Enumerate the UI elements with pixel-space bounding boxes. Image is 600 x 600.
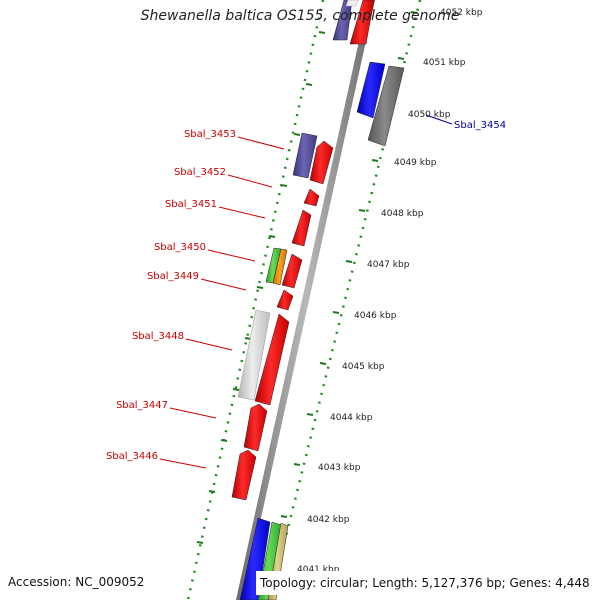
kbp-4042: 4042 kbp (307, 515, 350, 525)
kbp-4050: 4050 kbp (408, 110, 451, 120)
gene-sbal-3449b[interactable] (276, 289, 294, 311)
gene-label-sbal-3449[interactable]: Sbal_3449 (147, 271, 199, 282)
major-tick (256, 286, 264, 289)
gene-label-sbal-3454[interactable]: Sbal_3454 (454, 120, 506, 131)
leader-sbal-3446 (159, 458, 207, 469)
kbp-4044: 4044 kbp (330, 413, 373, 423)
gene-sbal-3451[interactable] (303, 188, 320, 207)
kbp-4052: 4052 kbp (440, 8, 483, 18)
major-tick (319, 362, 327, 365)
leader-sbal-3449 (200, 278, 247, 291)
major-tick (293, 463, 301, 466)
major-tick (358, 209, 366, 212)
major-tick (220, 439, 228, 442)
kbp-4048: 4048 kbp (381, 209, 424, 219)
gene-sbal-3450-red[interactable] (291, 209, 312, 247)
gene-sbal-3452[interactable] (309, 140, 334, 185)
kbp-4051: 4051 kbp (423, 58, 466, 68)
gene-label-sbal-3450[interactable]: Sbal_3450 (154, 242, 206, 253)
map-title: Shewanella baltica OS155, complete genom… (140, 8, 460, 24)
major-tick (280, 184, 288, 187)
gene-label-sbal-3452[interactable]: Sbal_3452 (174, 167, 226, 178)
major-tick (332, 311, 340, 314)
major-tick (268, 235, 276, 238)
gene-label-sbal-3447[interactable]: Sbal_3447 (116, 400, 168, 411)
kbp-4046: 4046 kbp (354, 311, 397, 321)
gene-sbal-3448-red[interactable] (254, 313, 290, 406)
genome-backbone (236, 0, 375, 600)
gene-sbal-3449[interactable] (281, 253, 303, 289)
kbp-4041: 4041 kbp (297, 565, 340, 575)
gene-label-sbal-3448[interactable]: Sbal_3448 (132, 331, 184, 342)
major-tick (280, 515, 288, 518)
gene-labels: Sbal_3454 Sbal_3453 Sbal_3452 Sbal_3451 … (106, 120, 506, 462)
major-tick (305, 83, 313, 86)
gene-blue-bottom[interactable] (239, 517, 271, 600)
genome-summary: Topology: circular; Length: 5,127,376 bp… (256, 571, 594, 595)
major-tick (371, 159, 379, 162)
gene-sbal-3454[interactable] (367, 65, 405, 147)
forward-leader-lines (159, 136, 285, 469)
gene-label-sbal-3453[interactable]: Sbal_3453 (184, 129, 236, 140)
major-tick (306, 413, 314, 416)
major-tick (196, 541, 204, 544)
gene-sbal-3446[interactable] (231, 449, 257, 501)
leader-sbal-3454 (425, 114, 453, 125)
major-tick (397, 57, 405, 60)
gene-sbal-3455[interactable] (332, 0, 353, 41)
gene-label-sbal-3446[interactable]: Sbal_3446 (106, 451, 158, 462)
kbp-4047: 4047 kbp (367, 260, 410, 270)
leader-sbal-3451 (218, 206, 266, 219)
major-tick (208, 490, 216, 493)
accession-label: Accession: NC_009052 (8, 575, 145, 589)
gene-sbal-3450-orange[interactable] (272, 248, 288, 286)
major-ticks (196, 11, 418, 544)
inner-tick-track (186, 0, 325, 600)
gene-sbal-3456[interactable] (349, 0, 375, 45)
gene-label-sbal-3451[interactable]: Sbal_3451 (165, 199, 217, 210)
gene-sbal-3448[interactable] (237, 309, 271, 401)
leader-sbal-3453 (237, 136, 285, 150)
major-tick (232, 388, 240, 391)
leader-sbal-3450 (207, 249, 256, 262)
major-tick (293, 133, 301, 136)
kbp-scale-labels: 4052 kbp 4051 kbp 4050 kbp 4049 kbp 4048… (297, 8, 483, 575)
major-tick (318, 31, 326, 34)
gene-light-top[interactable] (345, 0, 359, 7)
leader-sbal-3448 (185, 338, 233, 351)
gene-sbal-3453[interactable] (292, 132, 318, 179)
gene-sbal-3447[interactable] (243, 403, 268, 452)
kbp-4049: 4049 kbp (394, 158, 437, 168)
major-tick (410, 11, 418, 14)
gene-blue-rev[interactable] (356, 61, 386, 119)
leader-sbal-3447 (169, 407, 217, 419)
leader-sbal-3452 (227, 174, 273, 188)
major-tick (345, 260, 353, 263)
kbp-4045: 4045 kbp (342, 362, 385, 372)
kbp-4043: 4043 kbp (318, 463, 361, 473)
